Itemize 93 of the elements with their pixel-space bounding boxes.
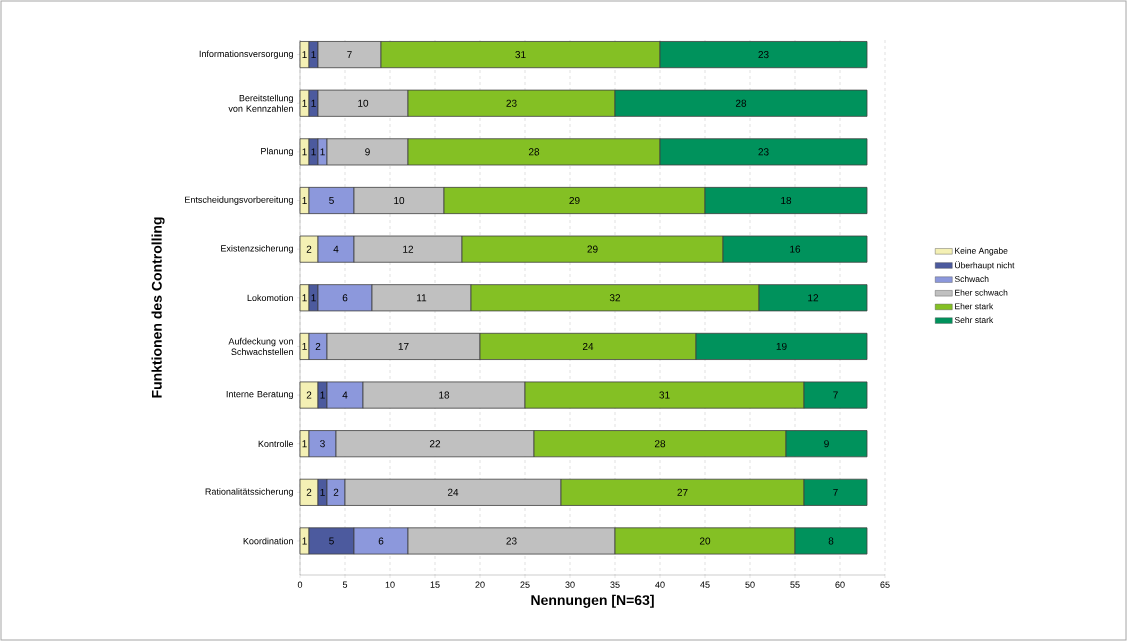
data-label: 17: [398, 342, 409, 350]
data-label: 27: [677, 488, 688, 496]
data-label: 7: [833, 488, 838, 496]
data-label: 1: [302, 51, 307, 59]
data-label: 2: [333, 488, 339, 496]
data-label: 23: [758, 51, 769, 59]
data-label: 6: [342, 294, 348, 302]
y-tick-label: Planung: [261, 147, 293, 157]
data-label: 2: [315, 342, 321, 350]
x-tick-label: 45: [700, 581, 710, 588]
data-label: 1: [302, 342, 307, 350]
legend-label: Keine Angabe: [955, 247, 1008, 256]
data-label: 1: [311, 99, 316, 107]
x-tick-label: 10: [385, 581, 395, 588]
data-label: 9: [365, 148, 370, 156]
data-label: 1: [302, 537, 307, 545]
data-label: 22: [429, 440, 441, 448]
x-axis-title: Nennungen [N=63]: [531, 594, 654, 608]
y-tick-label: Entscheidungsvorbereitung: [185, 196, 293, 205]
data-label: 9: [824, 440, 829, 448]
data-label: 2: [306, 488, 312, 496]
x-tick-label: 30: [565, 581, 575, 588]
y-tick-label: Bereitstellung von Kennzahlen: [228, 94, 293, 112]
x-tick-label: 60: [835, 581, 845, 588]
y-tick-label: Lokomotion: [247, 294, 293, 302]
x-tick-label: 15: [430, 581, 440, 588]
y-tick-label: Kontrolle: [258, 440, 294, 447]
data-label: 18: [781, 196, 792, 205]
data-label: 12: [403, 245, 414, 253]
data-label: 1: [311, 148, 316, 156]
data-label: 24: [447, 488, 459, 496]
data-label: 7: [833, 391, 838, 399]
data-label: 23: [758, 148, 769, 156]
data-label: 1: [311, 51, 316, 59]
data-label: 29: [569, 196, 580, 205]
x-tick-label: 55: [790, 581, 800, 588]
data-label: 4: [333, 245, 339, 253]
x-tick-label: 40: [655, 581, 665, 588]
x-tick-label: 0: [297, 581, 303, 588]
x-tick-label: 5: [342, 581, 348, 588]
data-label: 2: [306, 245, 312, 253]
legend-label: Sehr stark: [954, 316, 994, 323]
y-tick-label: Koordination: [243, 537, 293, 545]
x-tick-label: 35: [610, 581, 620, 588]
data-label: 23: [506, 537, 517, 545]
data-label: 31: [515, 51, 526, 59]
data-label: 28: [735, 99, 747, 107]
data-label: 10: [394, 196, 405, 205]
data-label: 1: [302, 99, 307, 107]
data-label: 18: [439, 391, 450, 399]
data-label: 1: [302, 148, 307, 156]
data-label: 5: [329, 537, 334, 545]
data-label: 19: [776, 342, 787, 350]
y-tick-label: Existenzsicherung: [221, 244, 293, 254]
y-tick-label: Informationsversorgung: [199, 50, 293, 59]
data-label: 1: [302, 440, 307, 448]
y-tick-label: Aufdeckung von Schwachstellen: [228, 337, 293, 355]
y-tick-label: Rationalitätssicherung: [205, 488, 293, 497]
data-label: 31: [659, 391, 670, 399]
data-label: 28: [654, 440, 666, 448]
data-label: 7: [347, 51, 352, 59]
y-axis-title: Funktionen des Controlling: [151, 217, 165, 398]
data-label: 23: [506, 99, 517, 107]
legend-label: Eher schwach: [955, 289, 1008, 296]
data-label: 1: [302, 197, 307, 204]
data-label: 28: [528, 148, 540, 156]
legend-label: Überhaupt nicht: [955, 261, 1015, 271]
data-label: 20: [699, 537, 711, 545]
data-label: 2: [306, 391, 312, 399]
data-label: 16: [790, 245, 801, 253]
data-label: 1: [320, 488, 325, 496]
data-label: 10: [358, 99, 369, 107]
data-label: 1: [320, 391, 325, 399]
x-tick-label: 20: [475, 581, 485, 588]
legend-label: Schwach: [954, 275, 989, 283]
x-tick-label: 50: [745, 581, 755, 588]
data-label: 24: [582, 342, 594, 350]
x-tick-label: 65: [880, 581, 890, 588]
data-label: 1: [320, 148, 325, 156]
data-label: 6: [378, 537, 384, 545]
y-tick-label: Interne Beratung: [226, 391, 293, 400]
data-label: 12: [808, 294, 819, 302]
data-label: 11: [417, 294, 427, 302]
legend-label: Eher stark: [955, 303, 994, 310]
data-label: 5: [329, 197, 334, 204]
data-label: 8: [828, 537, 834, 545]
data-label: 3: [320, 440, 325, 448]
data-label: 32: [609, 294, 621, 302]
data-label: 1: [311, 294, 316, 302]
x-tick-label: 25: [520, 581, 530, 588]
data-label: 29: [587, 245, 598, 253]
data-label: 1: [302, 294, 307, 302]
data-label: 4: [342, 391, 348, 399]
